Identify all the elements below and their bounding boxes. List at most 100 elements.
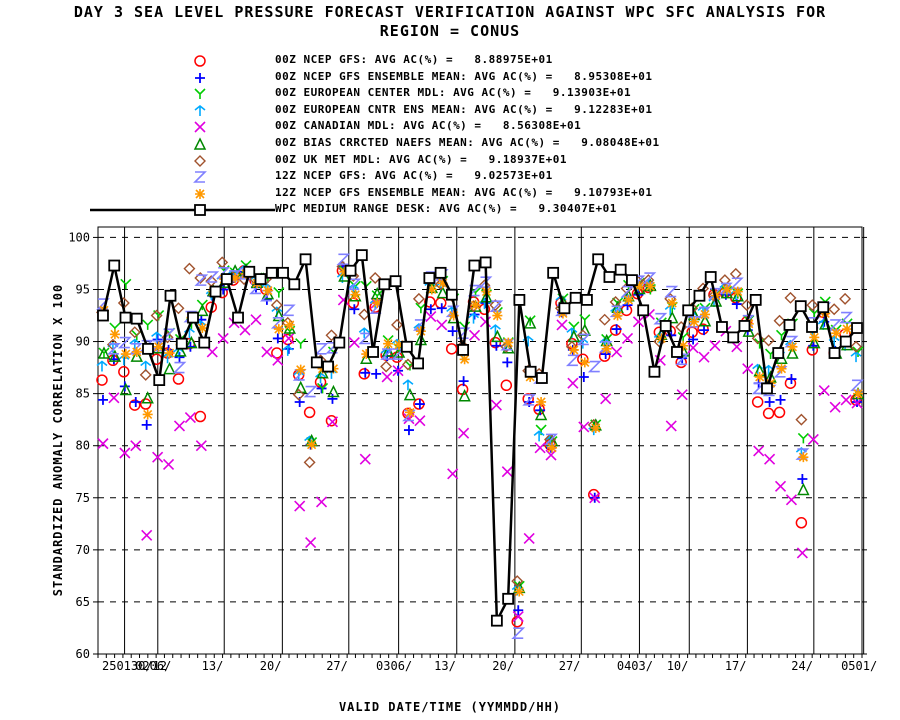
wpc-data-point [220,273,233,285]
data-point [721,284,732,295]
data-point [839,292,852,305]
data-point [511,575,524,588]
data-point [325,329,338,342]
x-tick-label: 20/ [492,659,514,673]
data-point [161,328,176,341]
data-point [797,482,810,496]
data-point [205,271,220,283]
data-point [688,334,699,345]
data-point [620,304,633,317]
data-point [261,346,273,358]
data-point [142,319,154,330]
data-point [412,292,425,305]
data-point [163,361,176,375]
data-point [697,323,709,335]
data-point [272,308,286,322]
data-point [468,329,481,341]
data-point [391,348,405,360]
data-point [589,492,601,504]
wpc-data-point [659,320,672,332]
data-point [579,357,590,368]
data-point [448,310,459,321]
data-point [152,451,164,463]
data-point [371,368,382,379]
data-point [764,396,775,407]
data-point [303,406,316,419]
data-point [194,410,207,423]
legend-label: WPC MEDIUM RANGE DESK: AVG AC(%) = 9.304… [275,202,617,216]
data-point [522,394,537,406]
data-point [107,354,119,367]
data-point [424,296,436,308]
data-point [128,326,141,339]
chart-subtitle: REGION = CONUS [379,22,521,40]
data-point [751,382,766,395]
y-axis-label: STANDARDIZED ANOMALY CORRELATION X 100 [51,283,65,597]
data-point [425,304,436,315]
data-point [403,387,417,401]
wpc-data-point [288,278,301,291]
data-point [458,389,471,402]
wpc-data-point [400,340,413,353]
x-axis-label: VALID DATE/TIME (YYMMDD/HH) [338,700,562,714]
wpc-data-point [490,614,503,627]
data-point [754,371,765,382]
data-point [129,399,141,411]
data-point [172,373,185,385]
data-point [470,300,481,311]
data-point [447,326,458,337]
wpc-data-point [412,357,425,370]
data-point [347,297,360,309]
data-point [392,365,404,377]
wpc-data-point [164,289,177,302]
wpc-data-point [445,288,458,301]
data-point [273,324,284,335]
wpc-data-point [209,285,222,298]
data-point [850,379,864,392]
data-point [587,360,602,373]
wpc-data-point [232,311,244,324]
legend-label: 00Z NCEP GFS: AVG AC(%) = 8.88975E+01 [275,53,553,66]
wpc-data-point [738,320,751,332]
data-point [173,420,186,432]
data-point [590,423,601,434]
data-point [578,421,590,433]
data-point [426,284,437,295]
wpc-data-point [648,365,661,378]
data-point [415,326,426,337]
y-tick-label: 80 [76,439,90,453]
data-point [120,349,131,360]
data-point [513,605,524,616]
legend-marker [194,55,206,67]
data-point [459,354,470,365]
legend-label: 00Z NCEP GFS ENSEMBLE MEAN: AVG AC(%) = … [275,69,653,83]
wpc-data-point [839,335,852,348]
data-point [139,398,152,410]
data-point [534,407,548,421]
data-point [491,340,502,351]
data-point [314,343,329,355]
data-point [689,316,700,327]
x-tick-label: 0501/ [841,659,877,673]
data-point [776,363,787,374]
data-point [545,449,557,461]
data-point [818,384,830,397]
data-point [183,262,196,275]
data-point [632,316,645,328]
data-point [458,427,470,439]
data-point [315,496,328,508]
data-point [282,344,294,356]
wpc-data-point [299,253,312,266]
data-point [458,376,469,387]
wpc-data-point [693,289,706,302]
wpc-data-point [535,372,548,384]
data-point [567,377,579,389]
wpc-data-point [524,365,537,378]
data-point [436,285,449,299]
data-point [436,303,447,314]
data-point [97,346,111,359]
data-point [796,547,808,559]
data-point [773,314,786,327]
data-point [174,352,185,363]
data-point [565,354,580,367]
